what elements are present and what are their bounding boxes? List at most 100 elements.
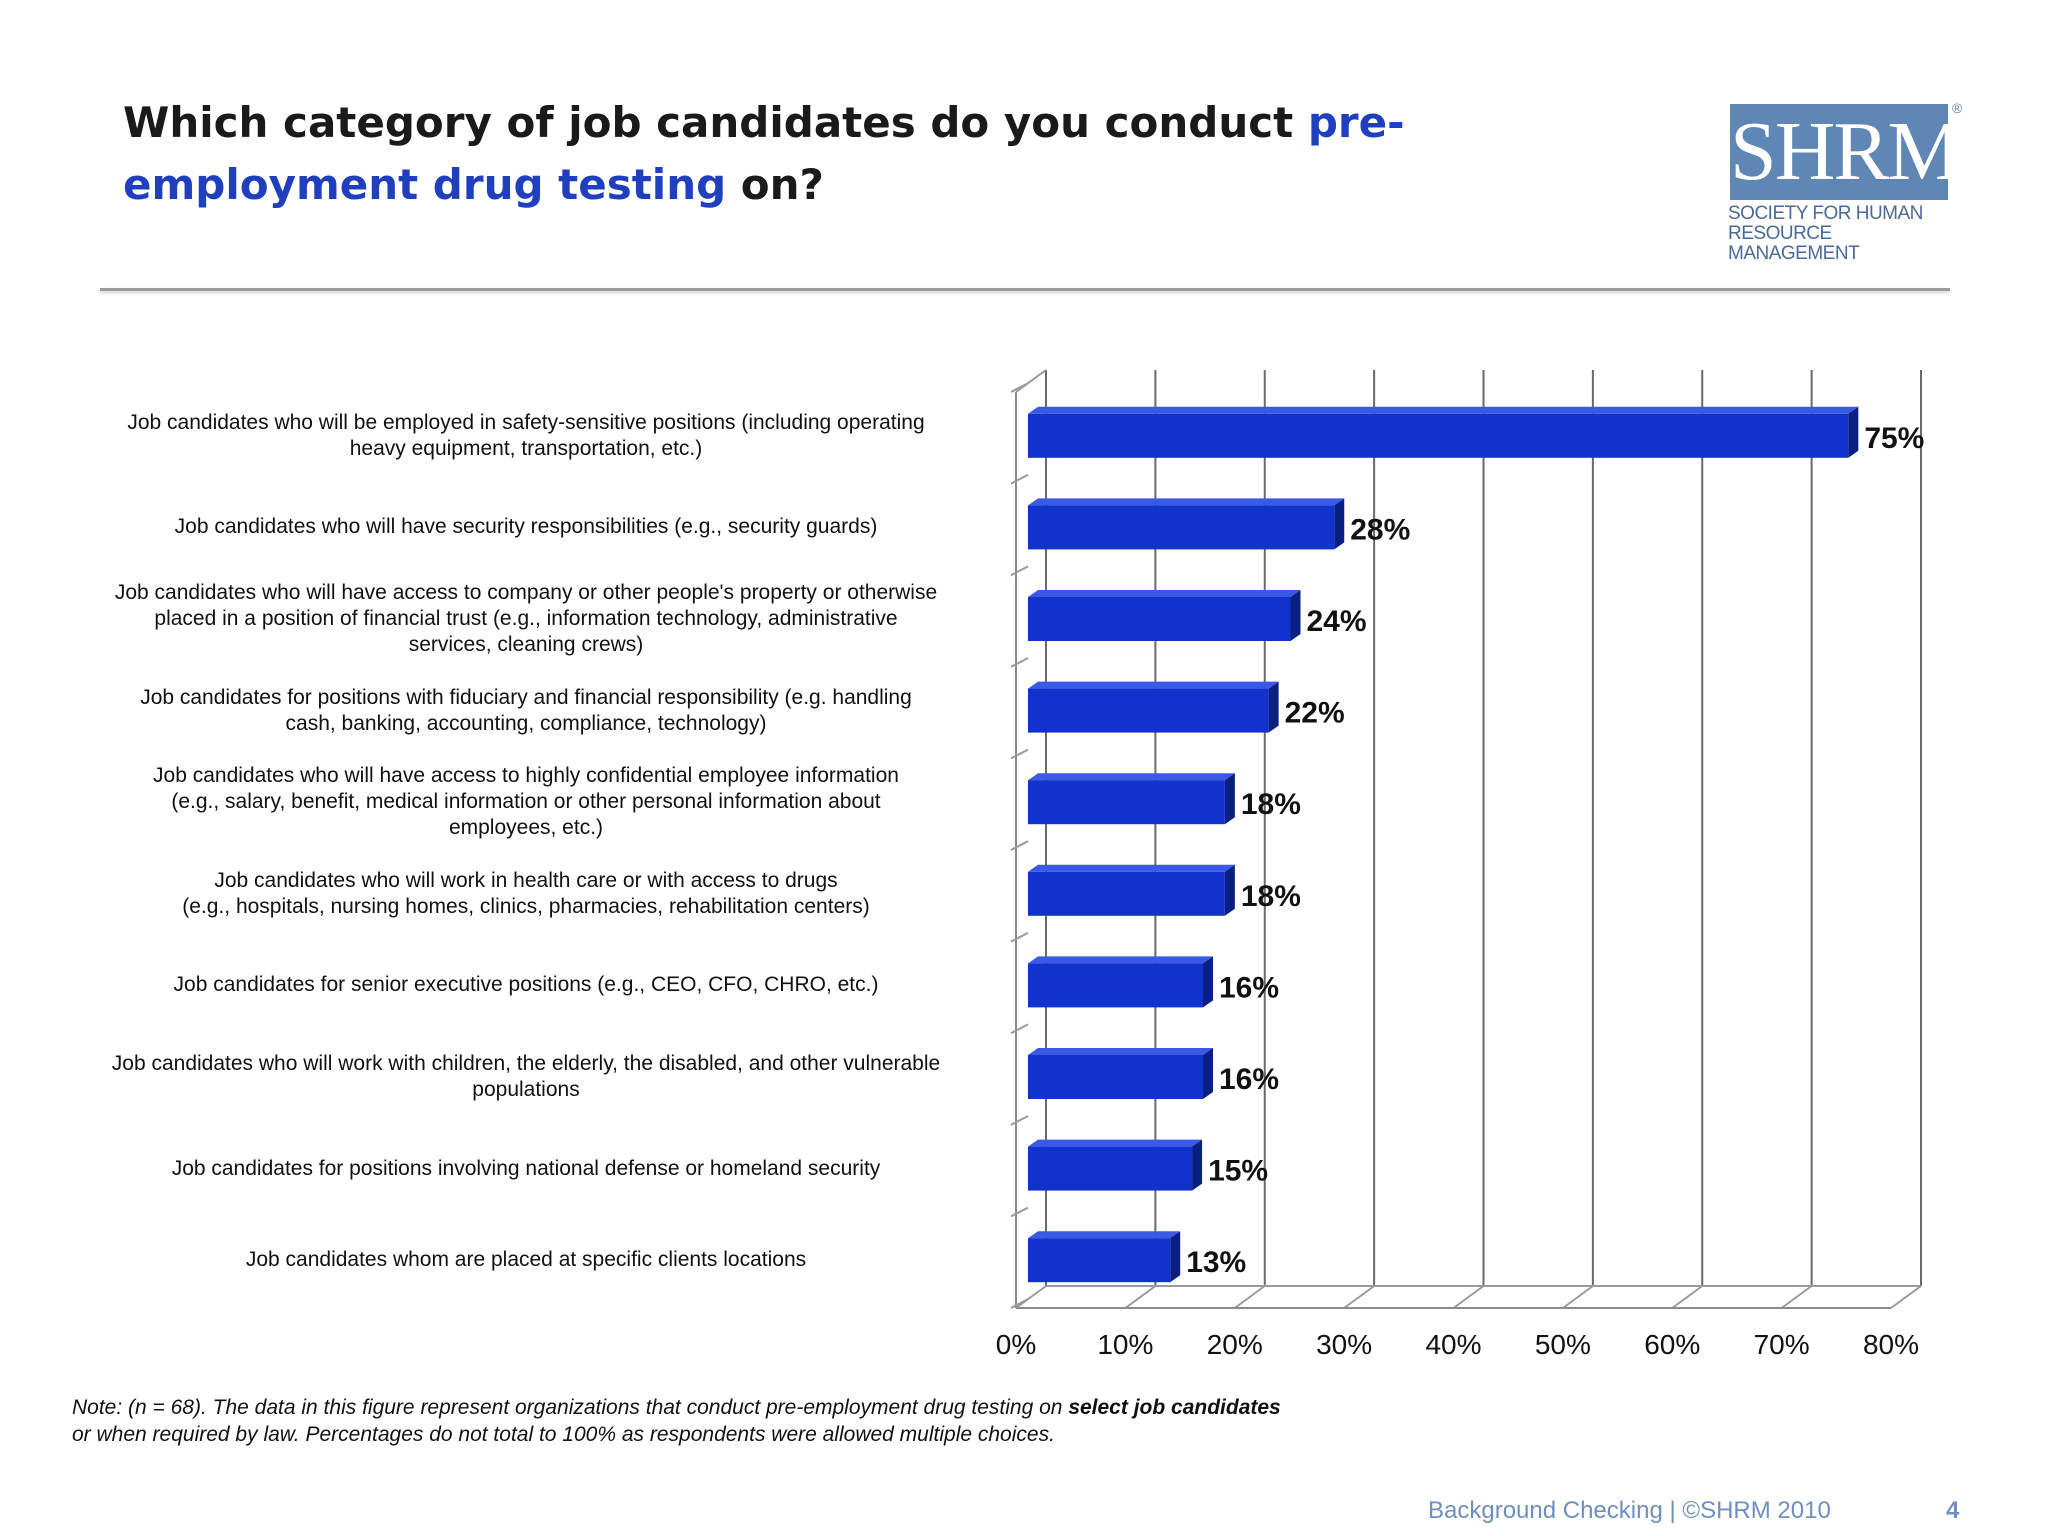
bar-value-label-6: 16% bbox=[1219, 971, 1279, 1004]
bar-top-9 bbox=[1028, 1231, 1181, 1239]
shrm-logo: SHRM ® SOCIETY FOR HUMAN RESOURCE MANAGE… bbox=[1724, 100, 1962, 264]
bar-7 bbox=[1028, 1055, 1203, 1099]
category-label-6: Job candidates for senior executive posi… bbox=[60, 972, 992, 998]
category-label-line: cash, banking, accounting, compliance, t… bbox=[285, 711, 767, 735]
category-label-3: Job candidates for positions with fiduci… bbox=[60, 685, 992, 737]
bar-side-2 bbox=[1290, 590, 1301, 641]
category-tick-0 bbox=[1010, 382, 1029, 393]
bar-side-6 bbox=[1203, 956, 1213, 1008]
category-label-line: Job candidates who will have security re… bbox=[174, 515, 878, 539]
x-tick-label-6: 60% bbox=[1644, 1329, 1700, 1360]
category-label-1: Job candidates who will have security re… bbox=[60, 514, 992, 540]
category-tick-10 bbox=[1010, 1298, 1029, 1309]
floor-gridline-0 bbox=[1015, 1285, 1047, 1309]
bar-5 bbox=[1028, 871, 1225, 916]
category-label-4: Job candidates who will have access to h… bbox=[60, 763, 992, 841]
category-tick-7 bbox=[1010, 1023, 1029, 1035]
bar-side-5 bbox=[1224, 864, 1235, 916]
bar-top-0 bbox=[1028, 406, 1859, 414]
category-tick-9 bbox=[1010, 1206, 1029, 1218]
bar-side-3 bbox=[1268, 681, 1279, 733]
floor-gridline-7 bbox=[1781, 1285, 1813, 1309]
category-label-line: Job candidates whom are placed at specif… bbox=[245, 1248, 807, 1272]
bar-side-8 bbox=[1192, 1139, 1203, 1191]
category-label-line: Job candidates who will work with childr… bbox=[111, 1052, 941, 1075]
x-tick-label-7: 70% bbox=[1754, 1329, 1810, 1360]
floor-gridline-5 bbox=[1562, 1285, 1594, 1309]
bar-4 bbox=[1028, 780, 1225, 825]
category-label-7: Job candidates who will work with childr… bbox=[60, 1051, 992, 1103]
bar-value-label-1: 28% bbox=[1350, 513, 1410, 546]
note-part1: Note: (n = 68). The data in this figure … bbox=[72, 1396, 1069, 1419]
x-tick-label-4: 40% bbox=[1425, 1329, 1481, 1360]
left-wall-top-edge bbox=[1015, 369, 1047, 393]
page-title: Which category of job candidates do you … bbox=[123, 92, 1683, 216]
floor-gridline-2 bbox=[1234, 1285, 1266, 1309]
category-label-line: Job candidates for positions with fiduci… bbox=[140, 685, 912, 709]
category-tick-3 bbox=[1010, 657, 1029, 668]
bar-side-9 bbox=[1170, 1231, 1181, 1283]
note-part2: or when required by law. Percentages do … bbox=[72, 1423, 1055, 1446]
category-label-8: Job candidates for positions involving n… bbox=[60, 1156, 992, 1182]
logo-subtitle-line2: RESOURCE MANAGEMENT bbox=[1728, 223, 1860, 264]
bar-value-label-8: 15% bbox=[1208, 1155, 1268, 1188]
note-bold: select job candidates bbox=[1068, 1396, 1281, 1419]
bar-top-3 bbox=[1028, 681, 1279, 689]
bar-0 bbox=[1028, 413, 1849, 458]
bar-value-label-9: 13% bbox=[1186, 1246, 1246, 1279]
bar-value-label-0: 75% bbox=[1864, 422, 1924, 455]
category-label-5: Job candidates who will work in health c… bbox=[60, 868, 992, 920]
page-number: 4 bbox=[1946, 1497, 1960, 1524]
bar-2 bbox=[1028, 597, 1291, 641]
x-tick-label-8: 80% bbox=[1863, 1329, 1919, 1360]
category-label-line: Job candidates for senior executive posi… bbox=[173, 973, 879, 997]
bar-top-5 bbox=[1028, 864, 1235, 872]
category-label-line: (e.g., hospitals, nursing homes, clinics… bbox=[182, 894, 870, 918]
category-tick-1 bbox=[1010, 473, 1029, 485]
floor-gridline-8 bbox=[1890, 1285, 1922, 1309]
category-tick-5 bbox=[1010, 840, 1029, 851]
floor-gridline-4 bbox=[1452, 1285, 1485, 1309]
bar-3 bbox=[1028, 688, 1269, 733]
logo-subtitle-line1: SOCIETY FOR HUMAN bbox=[1728, 203, 1923, 224]
bar-side-7 bbox=[1203, 1048, 1213, 1099]
x-tick-label-0: 0% bbox=[996, 1329, 1036, 1360]
category-label-9: Job candidates whom are placed at specif… bbox=[60, 1247, 992, 1273]
title-divider bbox=[100, 288, 1950, 291]
category-label-line: employees, etc.) bbox=[448, 816, 604, 840]
category-label-line: populations bbox=[472, 1078, 580, 1101]
category-label-line: services, cleaning crews) bbox=[408, 633, 644, 656]
category-label-line: placed in a position of financial trust … bbox=[154, 607, 898, 630]
logo-box bbox=[1730, 104, 1948, 200]
category-label-line: (e.g., salary, benefit, medical informat… bbox=[171, 790, 881, 814]
bar-value-label-4: 18% bbox=[1241, 788, 1301, 821]
bar-value-label-3: 22% bbox=[1285, 697, 1345, 730]
x-tick-label-5: 50% bbox=[1535, 1329, 1591, 1360]
category-tick-4 bbox=[1010, 748, 1029, 760]
category-tick-2 bbox=[1010, 565, 1029, 577]
category-label-2: Job candidates who will have access to c… bbox=[60, 580, 992, 658]
bar-1 bbox=[1028, 505, 1335, 550]
category-label-line: Job candidates who will be employed in s… bbox=[127, 410, 925, 434]
category-label-line: Job candidates for positions involving n… bbox=[171, 1156, 881, 1180]
bar-side-0 bbox=[1848, 406, 1859, 458]
category-label-line: Job candidates who will have access to h… bbox=[153, 764, 899, 788]
bar-top-1 bbox=[1028, 498, 1345, 506]
bar-top-6 bbox=[1028, 956, 1213, 964]
x-tick-label-2: 20% bbox=[1207, 1329, 1263, 1360]
bar-side-4 bbox=[1224, 773, 1235, 825]
floor-gridline-3 bbox=[1343, 1285, 1375, 1309]
bar-value-label-7: 16% bbox=[1219, 1063, 1279, 1096]
floor-gridline-1 bbox=[1124, 1285, 1156, 1309]
bar-top-4 bbox=[1028, 773, 1235, 781]
chart-note: Note: (n = 68). The data in this figure … bbox=[72, 1394, 1572, 1448]
title-part2: on? bbox=[726, 160, 824, 209]
x-tick-label-3: 30% bbox=[1316, 1329, 1372, 1360]
logo-text: SHRM bbox=[1730, 105, 1962, 198]
floor-gridline-6 bbox=[1671, 1285, 1703, 1309]
category-label-0: Job candidates who will be employed in s… bbox=[60, 410, 992, 462]
title-part1: Which category of job candidates do you … bbox=[123, 98, 1308, 147]
logo-subtitle: SOCIETY FOR HUMAN RESOURCE MANAGEMENT bbox=[1728, 204, 1958, 264]
bar-top-8 bbox=[1028, 1139, 1203, 1147]
category-tick-8 bbox=[1010, 1115, 1029, 1126]
